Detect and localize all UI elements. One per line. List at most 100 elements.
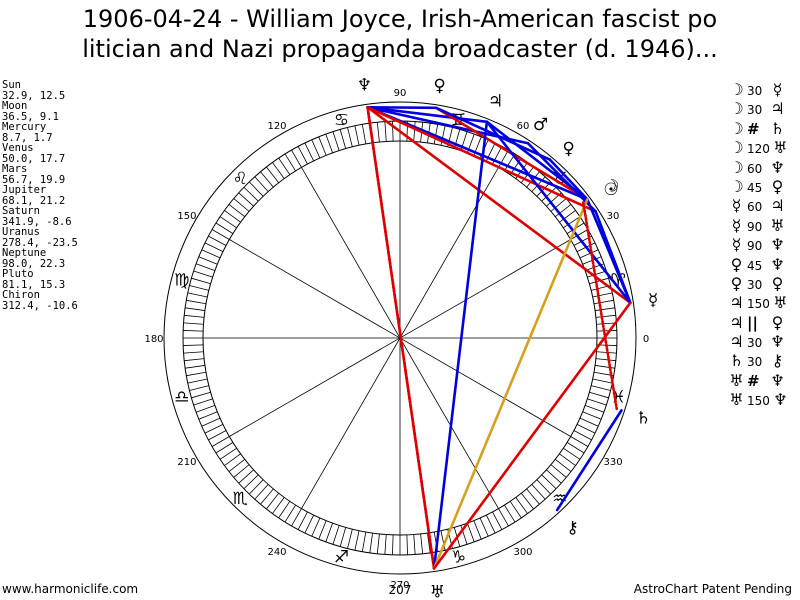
- degree-tick: [183, 351, 204, 354]
- degree-label: 240: [267, 547, 286, 558]
- degree-tick: [189, 385, 209, 391]
- planet-name-jupiter: Jupiter: [2, 184, 47, 196]
- degree-tick: [291, 149, 302, 168]
- aspect-value: 30: [747, 84, 763, 98]
- degree-tick: [272, 497, 285, 514]
- aspect-line: [485, 120, 632, 305]
- planet-coords-sun: 32.9, 12.5: [2, 89, 66, 102]
- degree-tick: [392, 534, 394, 555]
- planet-name-mercury: Mercury: [2, 121, 47, 133]
- chart-title-line-1: 1906-04-24 - William Joyce, Irish-Americ…: [82, 5, 718, 33]
- degree-tick: [576, 423, 596, 434]
- planet-glyph-saturn: ♄: [636, 409, 651, 429]
- degree-tick: [520, 492, 534, 510]
- degree-tick: [485, 514, 496, 534]
- aspect-planet-2-glyph: ♆: [770, 254, 785, 274]
- degree-tick: [592, 292, 613, 298]
- planet-name-mars: Mars: [2, 163, 28, 175]
- aspect-planet-1-glyph: ☽: [729, 80, 744, 99]
- aspect-planet-2-glyph: ♆: [770, 370, 785, 390]
- aspect-row: ♀ 30 ♀: [728, 274, 789, 293]
- degree-tick: [193, 398, 213, 406]
- aspect-planet-2-glyph: ♆: [770, 332, 785, 352]
- zodiac-sign-glyph: ♎: [174, 387, 189, 407]
- degree-label: 210: [177, 457, 196, 468]
- aspect-row: ♃ || ♀: [728, 313, 789, 332]
- degree-tick: [311, 139, 321, 159]
- degree-tick: [318, 136, 327, 156]
- degree-tick: [361, 124, 367, 145]
- planet-coords-mars: 56.7, 19.9: [2, 173, 66, 186]
- aspect-value: #: [747, 119, 760, 138]
- degree-tick: [563, 447, 581, 460]
- degree-tick: [238, 469, 254, 484]
- aspect-planet-1-glyph: ♃: [729, 332, 744, 352]
- degree-tick: [433, 124, 439, 145]
- degree-tick: [191, 391, 211, 399]
- degree-tick: [248, 181, 264, 197]
- degree-tick: [248, 479, 264, 495]
- zodiac-sign-glyph: ♒: [552, 489, 567, 509]
- degree-label: 120: [267, 121, 286, 132]
- degree-tick: [191, 277, 211, 285]
- degree-tick: [198, 256, 218, 265]
- planet-name-moon: Moon: [2, 100, 28, 112]
- degree-tick: [584, 405, 605, 413]
- degree-label: 180: [144, 334, 163, 345]
- degree-tick: [219, 447, 237, 460]
- planet-glyph-mars: ♂: [533, 115, 548, 135]
- aspect-value: 90: [747, 219, 763, 234]
- aspect-line: [366, 110, 435, 565]
- aspect-row: ☽ 45 ♀: [728, 177, 789, 196]
- aspect-row: ☽ 30 ☿: [728, 80, 789, 99]
- planet-name-neptune: Neptune: [2, 247, 47, 259]
- degree-tick: [278, 157, 291, 175]
- degree-tick: [579, 249, 599, 259]
- degree-tick: [339, 129, 347, 149]
- planet-glyph-chiron: ⚷: [566, 518, 578, 538]
- degree-tick: [260, 488, 274, 505]
- degree-tick: [589, 391, 609, 399]
- aspect-planet-2-glyph: ♀: [771, 273, 784, 293]
- degree-tick: [354, 530, 360, 551]
- patent-notice: AstroChart Patent Pending: [633, 582, 792, 596]
- aspect-planet-2-glyph: ♃: [770, 99, 785, 119]
- degree-tick: [186, 299, 207, 305]
- zodiac-sign-glyph: ♌: [233, 169, 248, 189]
- planet-name-chiron: Chiron: [2, 289, 40, 301]
- degree-tick: [233, 198, 250, 212]
- aspect-planet-2-glyph: ♅: [770, 215, 785, 235]
- degree-tick: [204, 242, 224, 253]
- aspect-line: [526, 141, 597, 213]
- degree-tick: [582, 411, 602, 420]
- planet-glyph-jupiter: ♃: [488, 91, 503, 111]
- aspect-value: 60: [747, 161, 763, 176]
- degree-tick: [201, 417, 221, 427]
- degree-tick: [272, 162, 285, 179]
- aspect-planet-1-glyph: ☽: [729, 138, 744, 158]
- aspect-row: ☿ 60 ♃: [728, 196, 789, 215]
- planet-name-pluto: Pluto: [2, 268, 34, 280]
- degree-tick: [318, 520, 327, 540]
- aspect-line: [434, 106, 552, 161]
- planet-glyph-pluto: ♀: [433, 76, 445, 96]
- degree-tick: [566, 442, 585, 454]
- degree-tick: [304, 514, 315, 534]
- aspect-planet-1-glyph: ☿: [731, 215, 742, 235]
- degree-tick: [420, 533, 424, 554]
- aspect-row: ☽ 30 ♃: [728, 99, 789, 118]
- planet-glyph-sun: ☉: [603, 180, 618, 200]
- degree-tick: [587, 398, 607, 406]
- degree-tick: [183, 322, 204, 325]
- aspect-planet-1-glyph: ♀: [730, 273, 743, 293]
- degree-tick: [596, 330, 617, 332]
- degree-label: 150: [177, 211, 196, 222]
- degree-tick: [187, 292, 208, 298]
- aspect-line: [555, 409, 623, 512]
- degree-label: 300: [513, 547, 532, 558]
- aspect-planet-2-glyph: ♀: [771, 312, 784, 332]
- aspect-row: ♄ 30 ⚷: [728, 351, 789, 370]
- planet-coords-mercury: 8.7, 1.7: [2, 131, 53, 144]
- degree-tick: [541, 474, 557, 490]
- aspect-planet-2-glyph: ♅: [773, 138, 788, 158]
